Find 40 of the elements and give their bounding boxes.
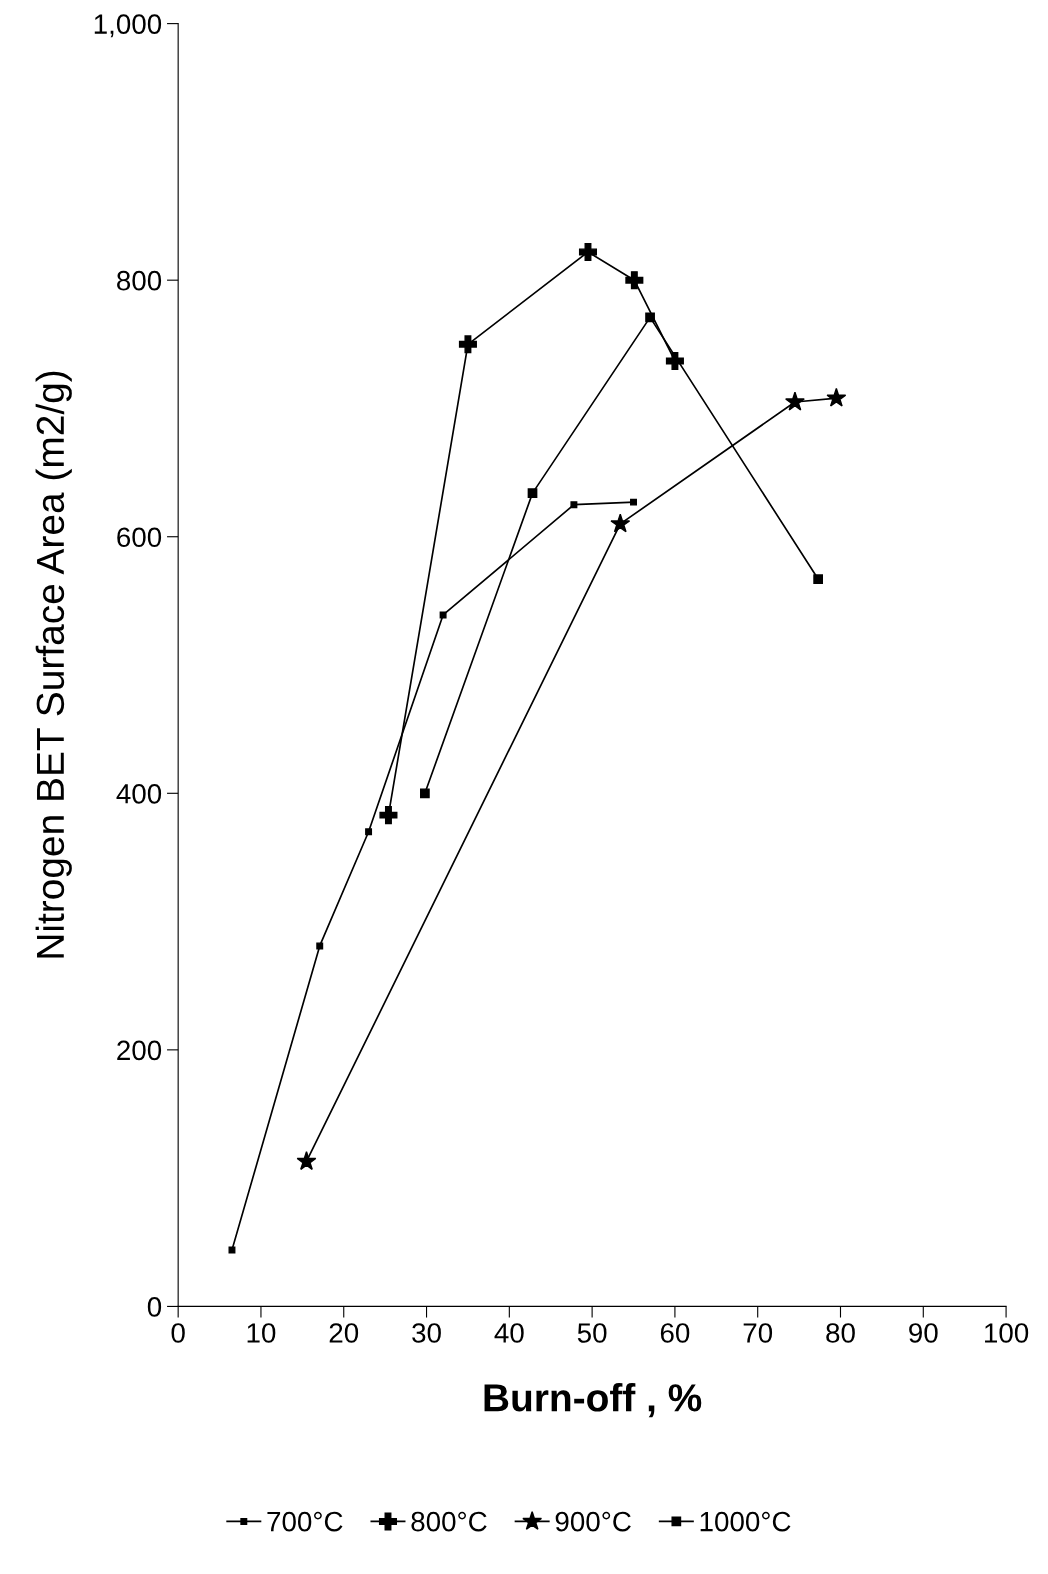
point	[316, 942, 324, 950]
point	[785, 391, 805, 411]
x-tick-label: 60	[660, 1323, 690, 1343]
x-tick-label: 100	[985, 1323, 1029, 1343]
y-tick-label: 200	[117, 1040, 162, 1061]
y-tick-label: 0	[147, 1297, 162, 1317]
point	[296, 1151, 317, 1171]
point	[610, 513, 631, 533]
x-tick-label: 40	[494, 1323, 524, 1343]
x-tick-label: 80	[826, 1323, 855, 1343]
x-tick-label: 90	[909, 1323, 938, 1343]
legend-label: 900°C	[555, 1511, 631, 1532]
point	[439, 611, 447, 619]
x-tick-label: 0	[171, 1323, 185, 1343]
legend-label: 1000°C	[700, 1511, 791, 1532]
point	[570, 501, 578, 509]
legend-label: 800°C	[411, 1511, 487, 1532]
y-axis-title: Nitrogen BET Surface Area (m2/g)	[35, 371, 72, 958]
x-tick-label: 10	[247, 1323, 276, 1343]
x-axis-title: Burn-off , %	[484, 1383, 702, 1418]
point	[527, 488, 538, 498]
y-tick-label: 800	[117, 270, 162, 291]
x-tick-label: 50	[577, 1323, 607, 1343]
y-tick-label: 1,000	[94, 14, 162, 38]
legend-label: 700°C	[267, 1511, 343, 1532]
point	[420, 788, 430, 799]
point	[578, 242, 598, 261]
point	[379, 806, 398, 825]
y-tick-label: 600	[117, 527, 162, 548]
point	[458, 335, 477, 354]
y-tick-label: 400	[116, 783, 162, 804]
point	[826, 387, 847, 407]
x-tick-label: 20	[329, 1323, 359, 1343]
point	[365, 828, 373, 836]
x-tick-label: 30	[412, 1323, 441, 1343]
point	[813, 574, 824, 584]
point	[630, 498, 637, 506]
point	[625, 271, 644, 290]
point	[645, 312, 655, 323]
x-tick-label: 70	[743, 1323, 773, 1343]
